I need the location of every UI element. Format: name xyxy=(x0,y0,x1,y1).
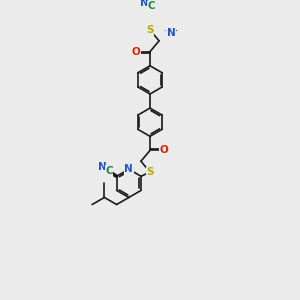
Text: C: C xyxy=(105,166,113,176)
Text: N: N xyxy=(124,164,133,174)
Text: C: C xyxy=(147,1,155,11)
Text: N: N xyxy=(98,162,107,172)
Text: S: S xyxy=(146,25,154,35)
Text: S: S xyxy=(146,167,154,177)
Text: O: O xyxy=(160,146,169,155)
Text: O: O xyxy=(131,47,140,57)
Text: N: N xyxy=(167,28,176,38)
Text: N: N xyxy=(140,0,149,8)
